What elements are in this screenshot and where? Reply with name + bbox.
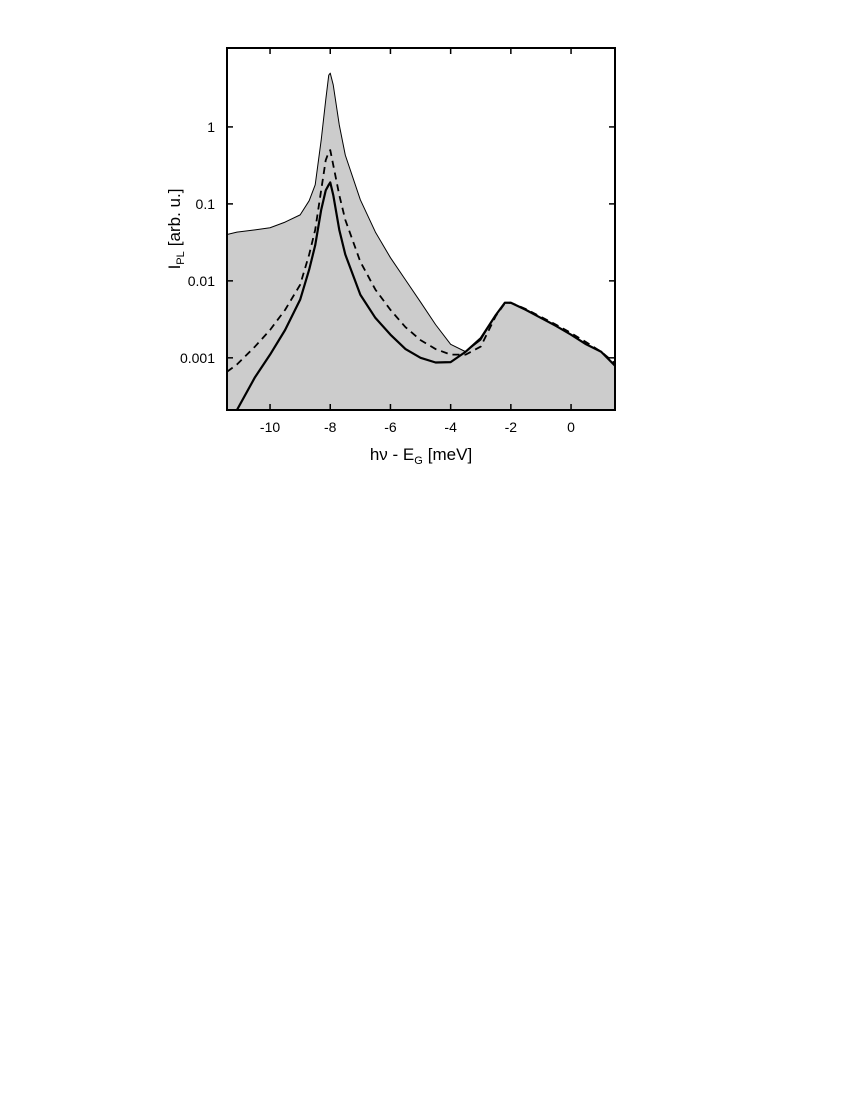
x-label-sub: G: [414, 455, 423, 467]
x-tick-label: 0: [567, 419, 575, 435]
x-tick-label: -2: [505, 419, 518, 435]
y-axis-label: IPL [arb. u.]: [165, 189, 187, 270]
y-tick-label: 0.01: [188, 273, 215, 289]
area: [227, 73, 615, 410]
x-label-rest: [meV]: [428, 445, 472, 464]
y-tick-label: 0.001: [180, 350, 215, 366]
plot-area: [227, 72, 615, 410]
y-tick-label: 0.1: [196, 196, 216, 212]
y-tick-label: 1: [207, 119, 215, 135]
x-tick-label: -10: [260, 419, 280, 435]
y-label-sub: PL: [175, 251, 187, 264]
x-label-text: hν - E: [370, 445, 414, 464]
x-axis-label: hν - EG [meV]: [370, 445, 472, 467]
x-tick-label: -6: [384, 419, 397, 435]
y-label-text: I: [165, 265, 184, 270]
y-label-rest: [arb. u.]: [165, 189, 184, 247]
line: [235, 181, 615, 410]
x-tick-label: -8: [324, 419, 337, 435]
plot-frame: [226, 47, 616, 411]
x-tick-label: -4: [444, 419, 457, 435]
